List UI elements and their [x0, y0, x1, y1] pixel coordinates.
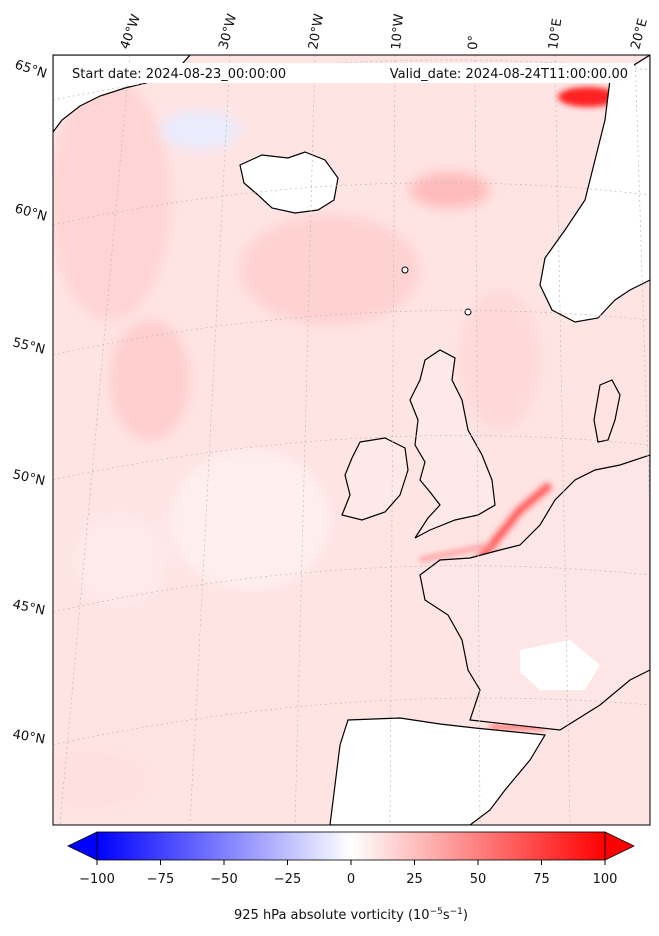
ireland-landmass	[341, 437, 409, 521]
lat-label-40n: 40°N	[11, 727, 46, 747]
lon-label-0: 0°	[466, 35, 482, 50]
header-bar	[66, 63, 634, 83]
colorbar: −100 −75 −50 −25 0 25 50 75 100 925 hPa absolute…	[67, 831, 635, 923]
valid-date-label: Valid_date: 2024-08-24T11:00:00.00	[390, 67, 628, 82]
lon-label-20w: 20°W	[306, 13, 327, 51]
alps-highland	[520, 640, 600, 690]
colorbar-tick-label: 25	[406, 872, 423, 887]
colorbar-gradient	[96, 831, 606, 861]
colorbar-label: 925 hPa absolute vorticity (10−5s−1)	[234, 907, 468, 923]
colorbar-tick-label: 100	[593, 872, 618, 887]
lat-label-65n: 65°N	[13, 58, 49, 82]
map-frame	[52, 54, 651, 826]
colorbar-ticks: −100 −75 −50 −25 0 25 50 75 100	[79, 860, 617, 887]
colorbar-tick-label: 0	[347, 872, 355, 887]
colorbar-tick-label: 75	[533, 872, 550, 887]
colorbar-min-extension	[67, 831, 98, 861]
lat-label-60n: 60°N	[13, 201, 49, 224]
denmark-landmass	[593, 379, 621, 443]
lat-label-50n: 50°N	[11, 467, 46, 489]
colorbar-tick-label: 50	[470, 872, 487, 887]
latitude-labels: 65°N 60°N 55°N 50°N 45°N 40°N	[11, 58, 49, 748]
lon-label-20e: 20°E	[628, 17, 651, 51]
iberia-landmass	[329, 717, 547, 825]
map-panel	[53, 55, 650, 825]
colorbar-max-extension	[604, 831, 635, 861]
lon-label-30w: 30°W	[216, 12, 240, 51]
start-date-label: Start date: 2024-08-23_00:00:00	[72, 67, 286, 82]
lat-label-55n: 55°N	[11, 335, 46, 357]
colorbar-tick-label: −50	[210, 872, 237, 887]
vorticity-field	[53, 80, 650, 810]
lon-label-10e: 10°E	[546, 18, 565, 51]
colorbar-tick-label: −25	[274, 872, 301, 887]
lat-label-45n: 45°N	[11, 597, 46, 618]
longitude-labels: 40°W 30°W 20°W 10°W 0° 10°E 20°E	[118, 12, 651, 51]
iceland-landmass	[239, 151, 339, 214]
lon-label-40w: 40°W	[118, 12, 144, 51]
scandinavia-landmass	[539, 55, 650, 323]
colorbar-tick-label: −100	[79, 872, 115, 887]
colorbar-tick-label: −75	[147, 872, 174, 887]
lon-label-10w: 10°W	[389, 13, 407, 50]
great-britain-landmass	[409, 349, 496, 539]
